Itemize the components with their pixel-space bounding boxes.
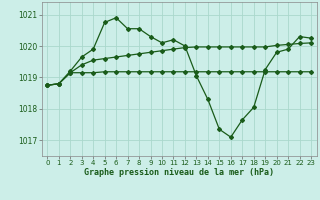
X-axis label: Graphe pression niveau de la mer (hPa): Graphe pression niveau de la mer (hPa) [84, 168, 274, 177]
